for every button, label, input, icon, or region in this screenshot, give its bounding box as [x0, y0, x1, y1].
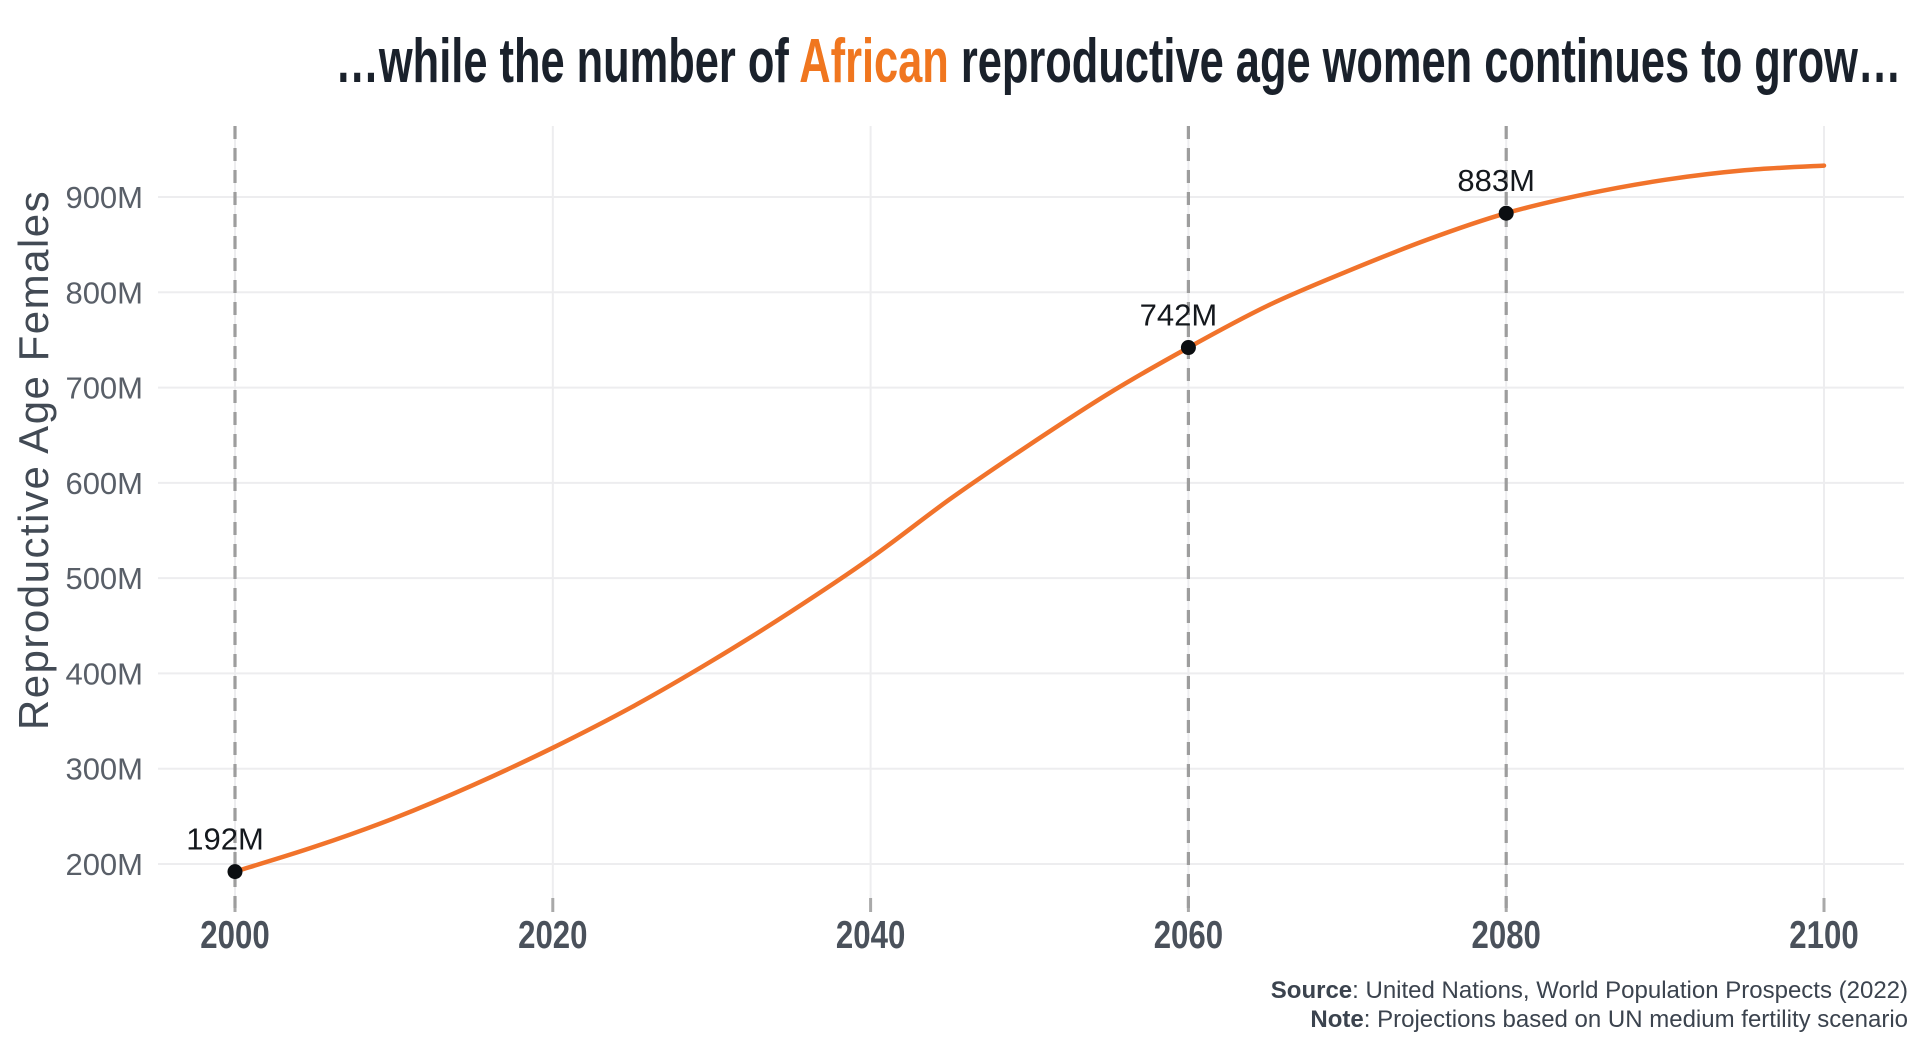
x-tick-label: 2080: [1472, 914, 1541, 957]
note-line: Note: Projections based on UN medium fer…: [1271, 1005, 1908, 1034]
chart-title-suffix: reproductive age women continues to grow…: [948, 27, 1902, 96]
y-tick-label: 900M: [65, 180, 143, 215]
data-point: [1498, 205, 1514, 221]
data-point: [227, 864, 243, 880]
source-text: : United Nations, World Population Prosp…: [1352, 977, 1908, 1004]
y-tick-label: 800M: [65, 275, 143, 310]
y-tick-label: 300M: [65, 752, 143, 787]
data-point: [1180, 340, 1196, 356]
x-tick-label: 2040: [836, 914, 905, 957]
y-axis-title: Reproductive Age Females: [10, 190, 57, 730]
population-curve: [232, 163, 1827, 874]
y-tick-label: 500M: [65, 561, 143, 596]
x-tick-label: 2000: [200, 914, 269, 957]
data-point-label: 192M: [186, 822, 264, 857]
data-point-label: 742M: [1140, 298, 1218, 333]
chart-caption: Source: United Nations, World Population…: [1271, 976, 1908, 1034]
x-tick-label: 2060: [1154, 914, 1223, 957]
data-point-label: 883M: [1457, 163, 1535, 198]
x-tick-label: 2100: [1789, 914, 1858, 957]
chart-title-highlight: African: [799, 27, 949, 96]
y-tick-label: 600M: [65, 466, 143, 501]
chart-title: …while the number of African reproductiv…: [0, 27, 1902, 96]
y-tick-label: 200M: [65, 847, 143, 882]
y-tick-label: 400M: [65, 656, 143, 691]
note-text: : Projections based on UN medium fertili…: [1363, 1006, 1908, 1033]
chart-title-text: …while the number of African reproductiv…: [335, 27, 1902, 96]
y-tick-label: 700M: [65, 371, 143, 406]
note-label: Note: [1310, 1006, 1364, 1033]
source-label: Source: [1270, 977, 1353, 1004]
x-tick-label: 2020: [518, 914, 587, 957]
source-line: Source: United Nations, World Population…: [1271, 976, 1908, 1005]
chart-title-prefix: …while the number of: [335, 27, 800, 96]
